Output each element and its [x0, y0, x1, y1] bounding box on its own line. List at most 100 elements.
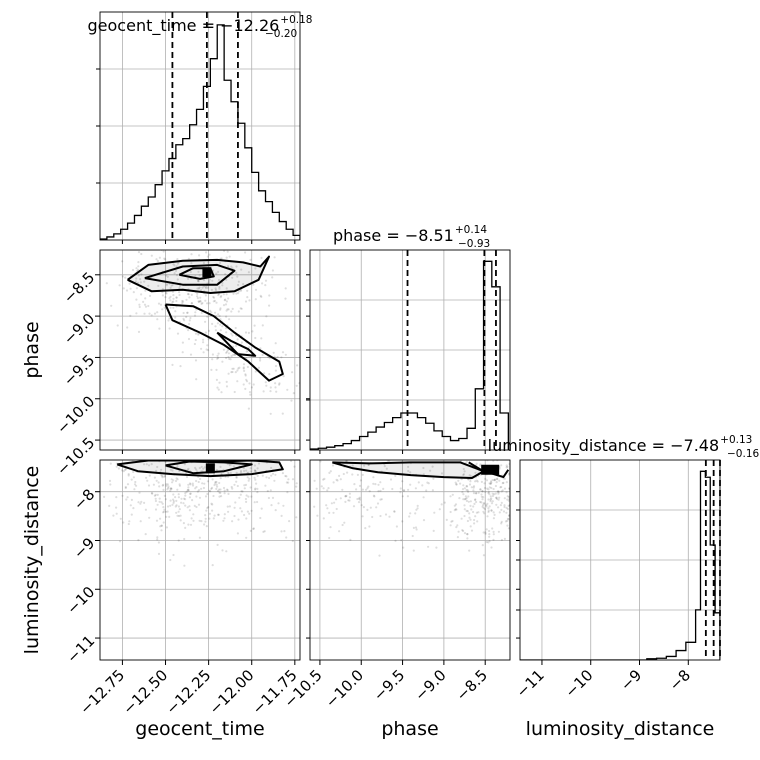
sample-point [239, 289, 243, 292]
sample-point [222, 486, 226, 490]
sample-point [219, 488, 222, 491]
sample-point [219, 296, 222, 299]
sample-point [345, 460, 348, 462]
sample-point [172, 498, 175, 501]
sample-point [254, 288, 258, 291]
sample-point [165, 483, 168, 486]
sample-point [169, 468, 172, 471]
sample-point [122, 470, 125, 473]
title-geocent-time: geocent_time = −12.26+0.18 [88, 14, 313, 36]
sample-point [284, 353, 287, 356]
sample-point [171, 503, 174, 506]
sample-point [524, 511, 526, 513]
sample-point [482, 554, 485, 557]
sample-point [407, 437, 409, 439]
sample-point [503, 537, 506, 541]
sample-point [159, 525, 162, 528]
sample-point [348, 496, 351, 499]
sample-point [466, 519, 469, 523]
sample-point [316, 514, 319, 517]
sample-point [181, 351, 184, 354]
sample-point [274, 386, 277, 389]
sample-point [332, 481, 335, 484]
sample-point [231, 367, 234, 370]
sample-point [341, 523, 344, 527]
sample-point [339, 497, 342, 500]
sample-point [181, 299, 184, 303]
sample-point [217, 294, 220, 297]
sample-point [492, 517, 495, 520]
sample-point [152, 483, 155, 486]
contour-line [332, 461, 485, 479]
sample-point [244, 374, 247, 377]
sample-point [264, 381, 267, 384]
sample-point [177, 510, 180, 513]
sample-point [483, 512, 486, 515]
density-peak [205, 463, 215, 474]
sample-point [271, 496, 275, 499]
sample-point [123, 456, 125, 458]
sample-point [274, 364, 278, 368]
sample-point [453, 509, 456, 512]
sample-point [160, 524, 163, 527]
sample-point [487, 541, 490, 544]
sample-point [265, 384, 268, 387]
sample-point [432, 529, 435, 533]
sample-point [203, 523, 206, 526]
sample-point [166, 275, 169, 278]
sample-point [513, 500, 515, 502]
title-main: luminosity_distance = −7.48 [488, 436, 719, 456]
sample-point [163, 257, 166, 260]
sample-point [230, 355, 233, 358]
sample-point [219, 261, 222, 265]
sample-point [487, 498, 490, 501]
sample-point [211, 503, 214, 506]
sample-point [483, 486, 487, 490]
sample-point [193, 430, 195, 432]
sample-point [455, 483, 458, 486]
sample-point [227, 510, 230, 513]
sample-point [180, 497, 183, 500]
sample-point [135, 277, 138, 280]
sample-point [470, 442, 472, 444]
sample-point [231, 307, 234, 310]
xtick-label: −10 [561, 666, 596, 701]
sample-point [177, 493, 180, 496]
sample-point [481, 490, 484, 493]
sample-point [484, 532, 487, 535]
sample-point [186, 311, 189, 314]
sample-point [498, 511, 501, 514]
sample-point [492, 493, 496, 496]
xlabel-luminosity-distance: luminosity_distance [526, 718, 715, 740]
sample-point [127, 522, 130, 526]
sample-point [166, 510, 169, 513]
sample-point [204, 320, 207, 323]
sample-point [338, 474, 341, 477]
sample-point [208, 517, 211, 520]
sample-point [368, 490, 371, 493]
sample-point [175, 299, 178, 303]
sample-point [163, 306, 166, 309]
sample-point [271, 269, 274, 272]
sample-point [303, 486, 305, 488]
sample-point [501, 482, 504, 485]
sample-point [254, 267, 257, 270]
sample-point [490, 481, 493, 484]
sample-point [175, 265, 178, 268]
sample-point [486, 487, 489, 490]
sample-point [465, 485, 468, 488]
sample-point [215, 487, 218, 490]
sample-point [170, 487, 173, 491]
sample-point [487, 491, 490, 495]
sample-point [207, 506, 210, 509]
sample-point [188, 505, 191, 508]
sample-point [245, 500, 248, 503]
sample-point [477, 511, 480, 514]
sample-point [175, 511, 178, 514]
sample-point [162, 506, 165, 509]
sample-point [177, 447, 179, 449]
sample-point [362, 506, 365, 509]
sample-point [218, 434, 220, 436]
sample-point [235, 452, 237, 454]
sample-point [196, 292, 199, 295]
